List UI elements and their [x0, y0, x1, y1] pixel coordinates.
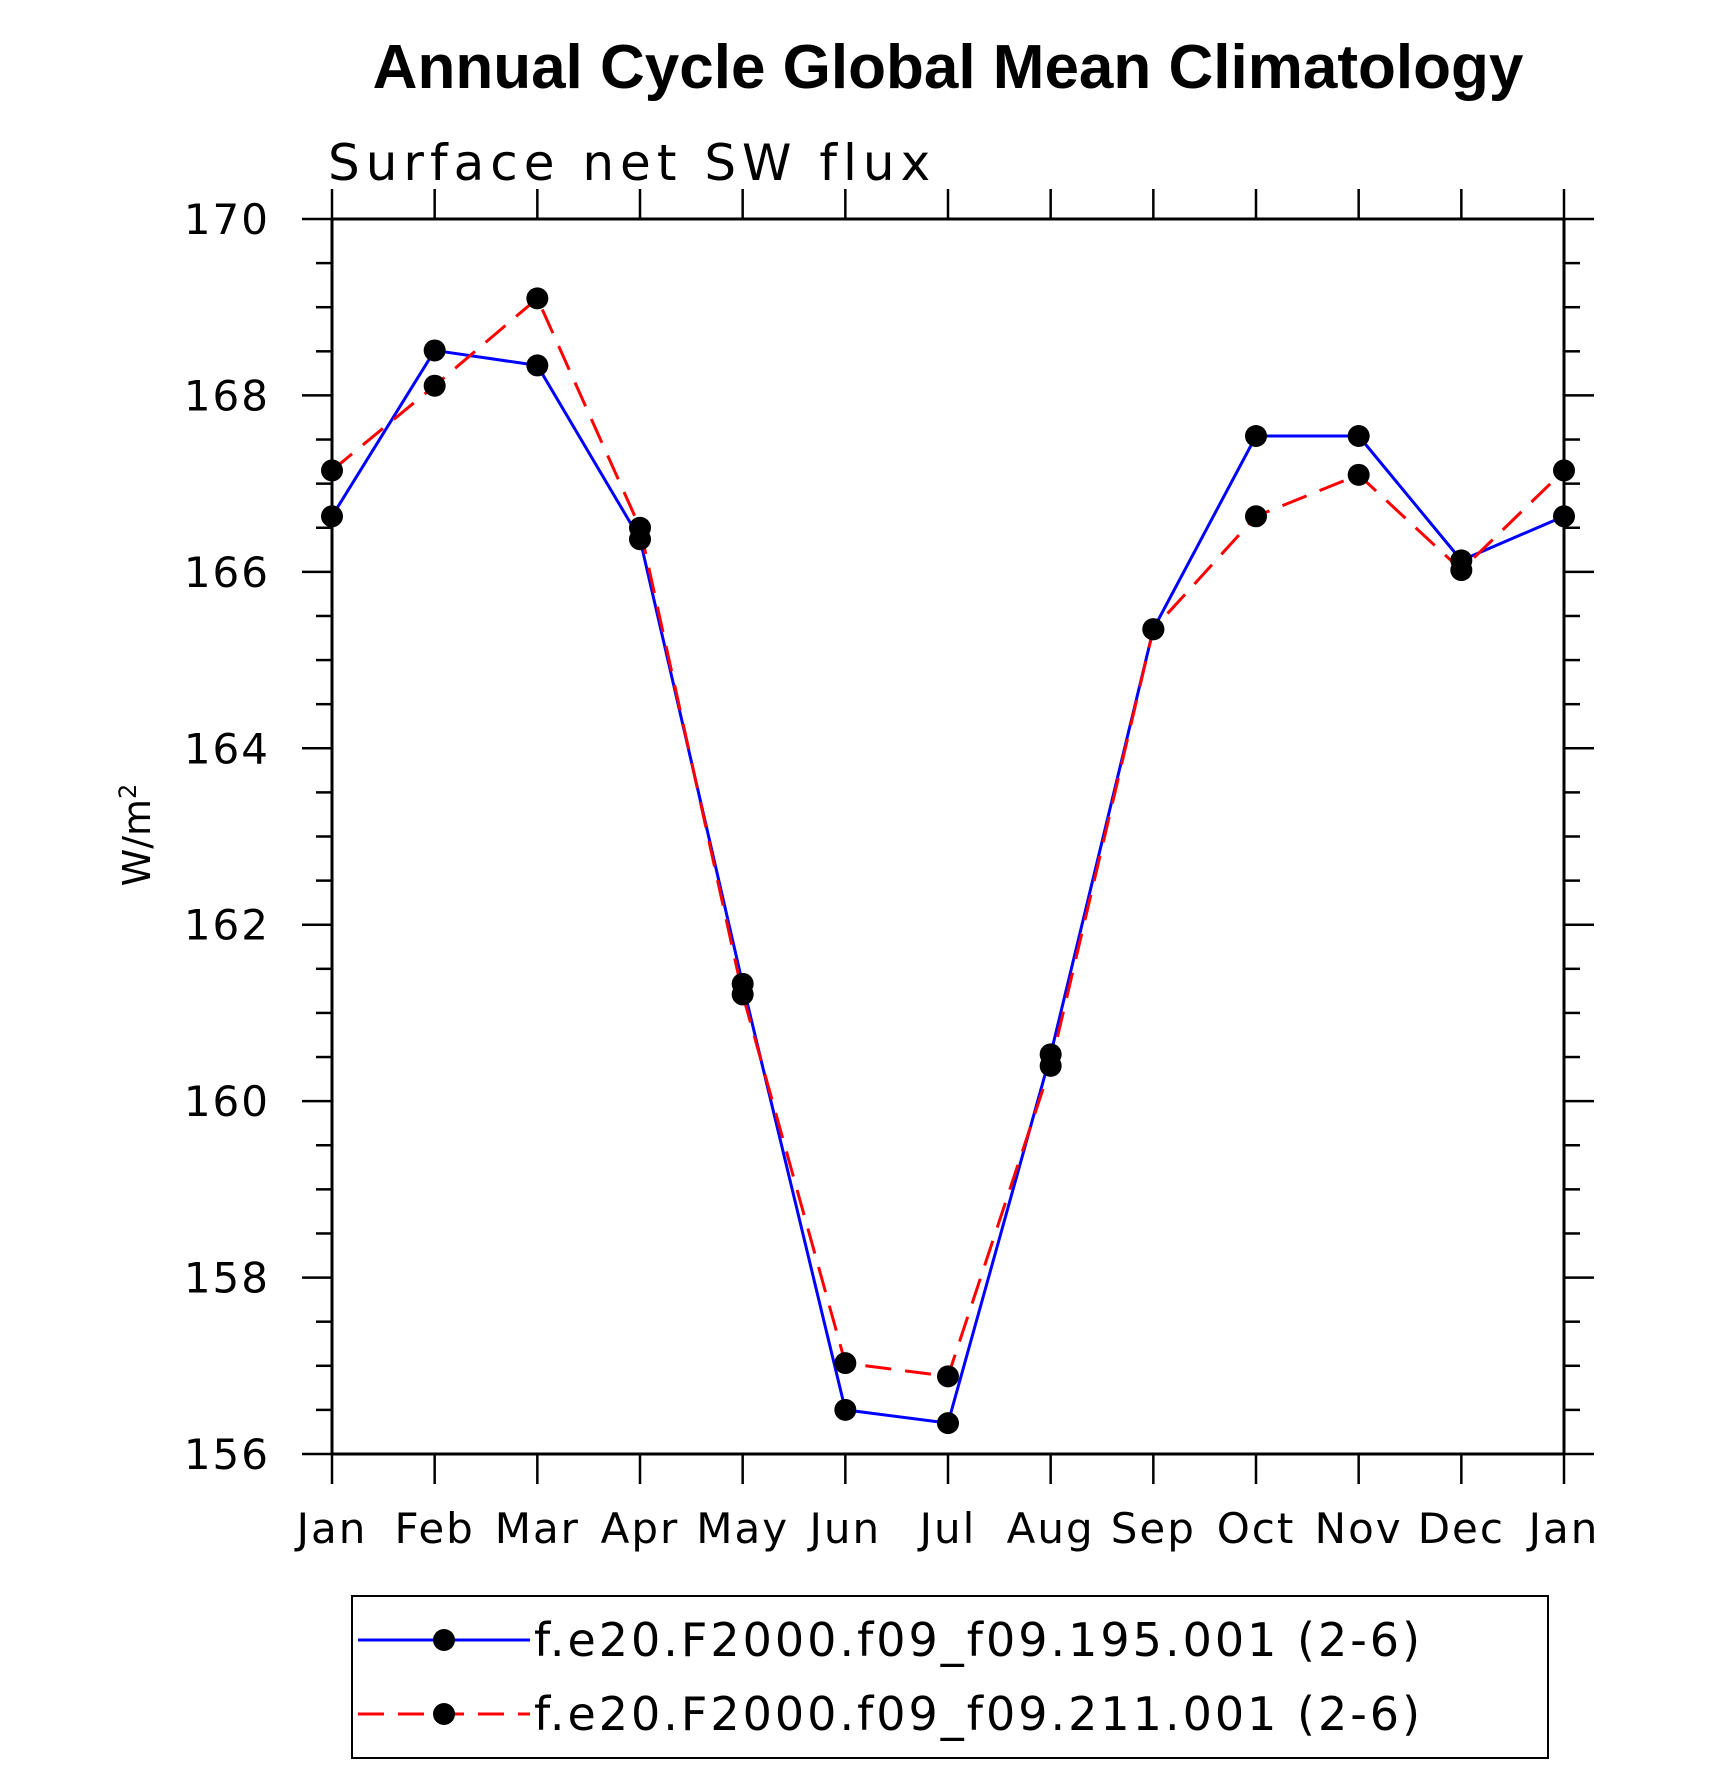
- y-tick-label: 164: [184, 724, 270, 773]
- series-2-point: [1245, 505, 1267, 528]
- y-tick-label: 170: [184, 195, 270, 244]
- legend-marker-1: [433, 1629, 455, 1651]
- x-tick-label: Apr: [601, 1504, 680, 1553]
- x-tick-label: Jan: [294, 1504, 368, 1553]
- series-layer: [321, 287, 1575, 1435]
- legend-label-2: f.e20.F2000.f09_f09.211.001 (2-6): [534, 1687, 1423, 1741]
- x-tick-label: Nov: [1315, 1504, 1403, 1553]
- series-line-1: [330, 348, 1565, 1425]
- legend-marker-2: [433, 1703, 455, 1725]
- series-1-point: [1347, 425, 1370, 448]
- series-2-point: [1142, 618, 1165, 641]
- series-2-point: [1450, 559, 1473, 582]
- legend-label-1: f.e20.F2000.f09_f09.195.001 (2-6): [534, 1613, 1423, 1667]
- x-tick-label: Aug: [1007, 1504, 1095, 1553]
- axis-ticks: [302, 189, 1594, 1484]
- x-tick-label: Feb: [394, 1504, 474, 1553]
- x-tick-label: Jul: [917, 1504, 977, 1553]
- x-tick-labels: Jan Feb Mar Apr May Jun Jul Aug Sep Oct Nov Dec Jan: [294, 1504, 1600, 1553]
- chart-subtitle: Surface net SW flux: [328, 134, 936, 192]
- y-tick-label: 166: [184, 548, 270, 597]
- series-1-point: [937, 1412, 959, 1435]
- x-tick-label: Sep: [1111, 1504, 1196, 1553]
- x-tick-label: Dec: [1418, 1504, 1505, 1553]
- series-1-point: [526, 354, 549, 377]
- legend-box: [351, 1595, 1549, 1759]
- x-tick-label: Jan: [1526, 1504, 1600, 1553]
- y-tick-label: 162: [184, 901, 270, 950]
- y-tick-label: 160: [184, 1077, 270, 1126]
- y-axis-unit-exponent: 2: [114, 784, 142, 799]
- y-tick-label: 156: [184, 1430, 270, 1479]
- series-2-point: [423, 374, 446, 397]
- y-axis-unit: W/m: [115, 799, 159, 886]
- series-2-point: [834, 1352, 857, 1375]
- series-1-point: [423, 339, 446, 362]
- y-tick-labels: 156 158 160 162 164 166 168 170: [184, 195, 270, 1479]
- x-tick-label: Mar: [495, 1504, 580, 1553]
- plot-frame: [330, 217, 1566, 1456]
- y-axis-label-text: W/m2: [114, 784, 159, 887]
- y-axis-label: W/m2: [114, 784, 159, 887]
- series-2-point: [629, 516, 651, 539]
- series-2-point: [937, 1365, 959, 1388]
- series-2-point: [1039, 1054, 1062, 1077]
- y-tick-label: 168: [184, 371, 270, 420]
- y-tick-label: 158: [184, 1254, 270, 1303]
- series-2-point: [1347, 463, 1370, 486]
- x-tick-label: Jun: [807, 1504, 882, 1553]
- series-1-point: [1245, 425, 1267, 448]
- x-tick-label: Oct: [1217, 1504, 1296, 1553]
- chart-title: Annual Cycle Global Mean Climatology: [373, 33, 1524, 102]
- series-1-point: [834, 1398, 857, 1421]
- series-2-point: [526, 287, 549, 310]
- legend: f.e20.F2000.f09_f09.195.001 (2-6) f.e20.F…: [351, 1595, 1549, 1759]
- x-tick-label: May: [696, 1504, 789, 1553]
- series-2-point: [731, 983, 754, 1006]
